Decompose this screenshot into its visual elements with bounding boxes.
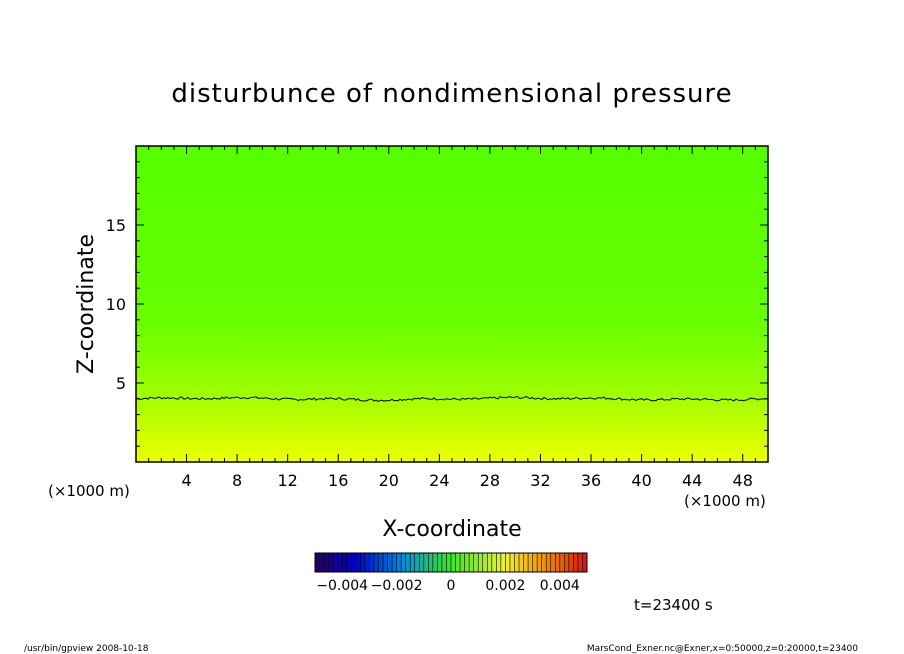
colorbar-cell	[355, 553, 361, 572]
colorbar-cell	[455, 553, 461, 572]
colorbar-frame	[314, 552, 588, 573]
y-tick-label: 10	[106, 295, 126, 314]
colorbar-cell	[373, 553, 379, 572]
colorbar-tick-label: −0.002	[371, 578, 423, 594]
colorbar-cell	[369, 553, 375, 572]
x-tick-label: 48	[733, 471, 753, 490]
colorbar-cell	[437, 553, 443, 572]
colorbar-cell	[487, 553, 493, 572]
colorbar-cell	[505, 553, 511, 572]
colorbar-cell	[441, 553, 447, 572]
colorbar-cell	[401, 553, 406, 572]
colorbar-cell	[537, 553, 542, 572]
y-tick-label: 15	[106, 216, 126, 235]
colorbar-cell	[346, 553, 352, 572]
colorbar-cell	[423, 553, 429, 572]
x-tick-label: 28	[480, 471, 500, 490]
colorbar-cell	[324, 553, 329, 572]
x-unit-left: (×1000 m)	[48, 482, 130, 500]
footer-left: /usr/bin/gpview 2008-10-18	[24, 644, 149, 654]
colorbar-cell	[564, 553, 570, 572]
time-label: t=23400 s	[634, 596, 713, 614]
colorbar-cell	[528, 553, 533, 572]
y-tick-labels: 5 10 15	[106, 216, 126, 393]
colorbar-cell	[482, 553, 488, 572]
colorbar-cell	[573, 553, 579, 572]
colorbar-cell	[550, 553, 556, 572]
colorbar-cell	[315, 553, 320, 572]
colorbar-cell	[419, 553, 425, 572]
x-tick-label: 44	[682, 471, 702, 490]
x-tick-label: 24	[429, 471, 449, 490]
colorbar-cell	[392, 553, 397, 572]
colorbar-cell	[519, 553, 524, 572]
axis-ticks	[136, 146, 768, 462]
colorbar-cell	[478, 553, 484, 572]
x-tick-label: 36	[581, 471, 601, 490]
x-tick-label: 40	[631, 471, 651, 490]
footer-right: MarsCond_Exner.nc@Exner,x=0:50000,z=0:20…	[587, 644, 858, 654]
x-axis-label: X-coordinate	[382, 517, 521, 542]
colorbar-cell	[387, 553, 393, 572]
plot-field	[136, 146, 768, 462]
colorbar-cell	[428, 553, 434, 572]
colorbar-cell	[360, 553, 366, 572]
colorbar-cell	[464, 553, 470, 572]
y-axis-label: Z-coordinate	[74, 234, 99, 374]
colorbar-cell	[582, 553, 588, 572]
colorbar-tick-labels: −0.004 −0.002 0 0.002 0.004	[316, 578, 580, 594]
colorbar-cell	[405, 553, 411, 572]
colorbar-cell	[546, 553, 552, 572]
colorbar-cell	[328, 553, 334, 572]
colorbar-cell	[342, 553, 348, 572]
x-tick-label: 32	[530, 471, 550, 490]
colorbar-cell	[460, 553, 465, 572]
colorbar-tick-label: 0	[447, 578, 456, 594]
x-tick-label: 20	[379, 471, 399, 490]
colorbar-cell	[496, 553, 502, 572]
colorbar-tick-label: −0.004	[316, 578, 368, 594]
colorbar-cell	[509, 553, 515, 572]
colorbar-cell	[410, 553, 416, 572]
colorbar-cell	[532, 553, 538, 572]
colorbar-cell	[500, 553, 506, 572]
colorbar-cell	[414, 553, 420, 572]
colorbar-cell	[568, 553, 574, 572]
x-tick-label: 16	[328, 471, 348, 490]
colorbar-cell	[383, 553, 388, 572]
chart-title: disturbunce of nondimensional pressure	[171, 79, 732, 109]
colorbar-cell	[541, 553, 547, 572]
x-unit-right: (×1000 m)	[684, 492, 766, 510]
colorbar-cell	[555, 553, 561, 572]
colorbar-cell	[364, 553, 370, 572]
colorbar-cell	[514, 553, 520, 572]
colorbar	[314, 553, 588, 572]
x-tick-label: 12	[278, 471, 298, 490]
colorbar-tick-label: 0.004	[540, 578, 580, 594]
colorbar-cell	[446, 553, 452, 572]
colorbar-cell	[337, 553, 343, 572]
colorbar-cell	[396, 553, 402, 572]
colorbar-tick-label: 0.002	[485, 578, 525, 594]
colorbar-cell	[351, 553, 357, 572]
colorbar-cell	[523, 553, 529, 572]
colorbar-cell	[469, 553, 474, 572]
colorbar-cell	[319, 553, 325, 572]
x-tick-label: 8	[232, 471, 242, 490]
colorbar-cell	[473, 553, 479, 572]
y-tick-label: 5	[116, 374, 126, 393]
colorbar-cell	[432, 553, 438, 572]
x-tick-label: 4	[181, 471, 191, 490]
colorbar-cell	[451, 553, 456, 572]
colorbar-cell	[333, 553, 338, 572]
colorbar-cell	[577, 553, 583, 572]
x-tick-labels: 4 8 12 16 20 24 28 32 36 40 44 48	[181, 471, 752, 490]
colorbar-cell	[559, 553, 565, 572]
contour-line	[135, 395, 768, 402]
colorbar-cell	[378, 553, 384, 572]
colorbar-cell	[491, 553, 497, 572]
